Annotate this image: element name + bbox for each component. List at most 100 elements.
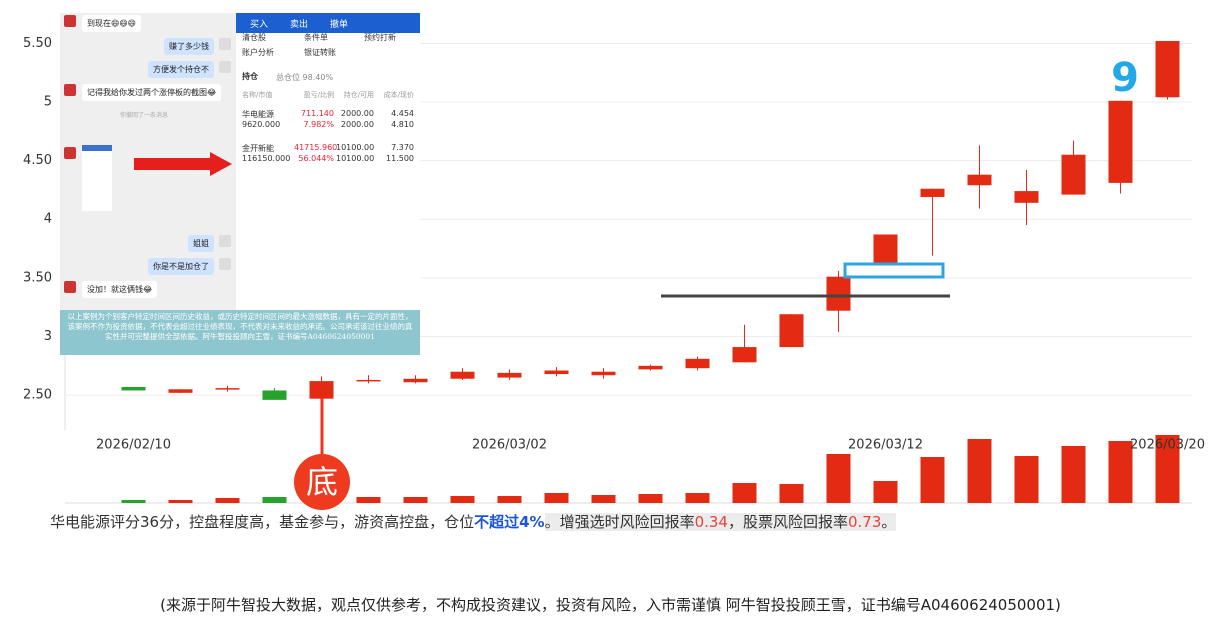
table-cell: 2000.00: [340, 120, 374, 129]
candle-body: [638, 365, 663, 370]
volume-bar: [873, 481, 898, 503]
volume-bar: [591, 495, 616, 503]
position-ratio: 总仓位 98.40%: [276, 73, 334, 82]
candle-body: [1061, 154, 1086, 195]
candle-body: [920, 188, 945, 197]
avatar: [219, 258, 231, 270]
candle-body: [1108, 100, 1133, 183]
chat-screenshot: 到现在😄😄😄 赚了多少钱 方便发个持仓不 记得我给你发过两个涨停板的截图😂 你撤…: [60, 13, 236, 310]
candle-body: [544, 370, 569, 375]
table-header: 盈亏/比例: [303, 91, 334, 99]
arrow-layer: [134, 152, 232, 176]
avatar: [219, 38, 231, 50]
volume-bar: [403, 497, 428, 503]
chat-message: 赚了多少钱: [164, 38, 214, 55]
x-tick-label: 2026/03/02: [472, 438, 547, 453]
volume-bar: [732, 483, 757, 503]
candle-body: [826, 276, 851, 311]
candle-body: [685, 358, 710, 369]
table-header: 成本/现价: [383, 91, 414, 99]
candle-body: [168, 389, 193, 393]
table-cell: 10100.00: [336, 154, 375, 163]
table-cell: 金开新能: [242, 144, 274, 153]
tab: 卖出: [290, 19, 309, 30]
avatar: [64, 281, 76, 293]
table-header: 名称/市值: [242, 91, 273, 99]
x-tick-label: 2026/02/10: [96, 438, 171, 453]
candle-body: [356, 379, 381, 382]
candle-body: [873, 234, 898, 263]
summary-text: 。: [881, 513, 897, 531]
menu-item: 清仓股: [242, 33, 266, 42]
volume-bar: [215, 498, 240, 503]
candle-body: [262, 390, 287, 400]
disclaimer: 以上案例为个别客户特定时间区间历史收益，或历史特定时间区间的最大涨幅数据，具有一…: [60, 310, 420, 355]
image-thumb: [82, 145, 112, 211]
avatar: [64, 84, 76, 96]
summary-text: 。增强选时风险回报率: [544, 513, 695, 531]
tab: 撤单: [330, 19, 349, 30]
avatar: [219, 61, 231, 73]
candle-body: [497, 372, 522, 378]
bottom-label: 底: [306, 463, 338, 501]
red-arrow: [134, 152, 232, 176]
volume-bar: [638, 494, 663, 503]
summary-text: 华电能源评分36分，控盘程度高，基金参与，游资高控盘，仓位: [50, 513, 475, 531]
table-cell: 10100.00: [336, 143, 375, 152]
y-tick-label: 3.50: [23, 270, 52, 285]
x-tick-label: 2026/03/12: [848, 438, 923, 453]
volume-bar: [450, 496, 475, 503]
summary-highlight: 不超过4%: [474, 513, 545, 531]
y-tick-label: 4: [44, 212, 52, 227]
avatar: [64, 147, 76, 159]
menu-item: 银证转账: [304, 48, 336, 57]
chat-message: 记得我给你发过两个涨停板的截图😂: [82, 84, 222, 101]
table-cell: 2000.00: [340, 109, 374, 118]
candle-body: [309, 381, 334, 399]
volume-bar: [826, 454, 851, 503]
candle-body: [215, 388, 240, 390]
candle-body: [732, 347, 757, 363]
candle-body: [121, 386, 146, 391]
table-cell: 41715.960: [294, 143, 338, 152]
chat-message: 到现在😄😄😄: [82, 15, 142, 32]
candle-body: [967, 174, 992, 186]
candle-body: [1155, 40, 1180, 98]
tab: 买入: [250, 19, 269, 30]
summary: 华电能源评分36分，控盘程度高，基金参与，游资高控盘，仓位不超过4%。增强选时风…: [50, 511, 897, 532]
summary-value: 0.34: [694, 513, 728, 531]
holding-title: 持仓: [242, 72, 258, 81]
bottom-marker: [294, 454, 350, 510]
chat-notice: 你撤回了一条消息: [120, 112, 169, 119]
avatar: [219, 235, 231, 247]
table-cell: 7.982%: [303, 120, 334, 129]
table-cell: 4.454: [391, 109, 414, 118]
menu-item: 账户分析: [242, 48, 274, 57]
menu-item: 预约打新: [364, 33, 396, 42]
chat-message: 你是不是加仓了: [148, 258, 214, 275]
volume-bar: [1061, 446, 1086, 503]
volume-bar: [121, 500, 146, 503]
y-tick-label: 5.50: [23, 36, 52, 51]
count-label: 9: [1111, 55, 1139, 101]
volume-bar: [356, 497, 381, 503]
volume-bar: [1108, 441, 1133, 503]
y-tick-label: 2.50: [23, 388, 52, 403]
table-cell: 7.370: [391, 143, 414, 152]
volume-bar: [544, 493, 569, 503]
table-header: 持仓/可用: [343, 91, 374, 99]
avatar: [64, 15, 76, 27]
candle-body: [1014, 191, 1039, 203]
volume-bar: [262, 497, 287, 503]
volume-bar: [685, 493, 710, 503]
table-cell: 711.140: [300, 109, 334, 118]
footer: (来源于阿牛智投大数据，观点仅供参考，不构成投资建议，投资有风险，入市需谨慎 阿…: [160, 596, 1061, 614]
highlight-box: [843, 262, 945, 279]
trade-panel: 买入 卖出 撤单 清仓股 条件单 预约打新 账户分析 银证转账 持仓 总仓位 9…: [236, 13, 420, 310]
candle-body: [591, 371, 616, 376]
candle-body: [403, 378, 428, 383]
volume-bar: [1014, 456, 1039, 503]
table-cell: 9620.000: [242, 120, 281, 129]
